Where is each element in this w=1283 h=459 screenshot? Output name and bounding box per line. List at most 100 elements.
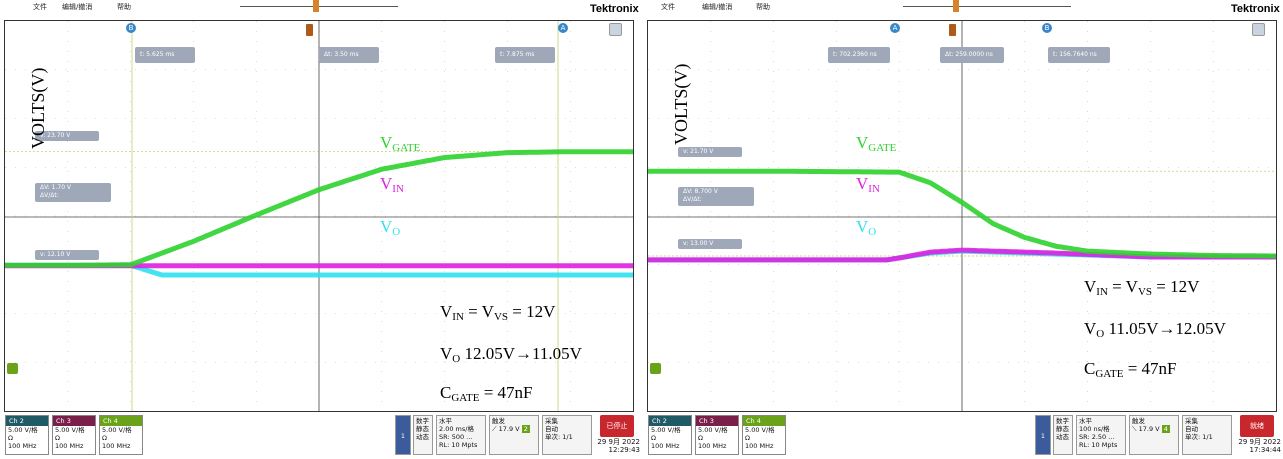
datetime: 29 9月 2022 12:29:43 (596, 438, 640, 454)
timebase-ruler (240, 6, 398, 7)
vin-label-main: V (380, 174, 393, 193)
status-bar: Ch 2 5.00 V/格 Ω 100 MHz Ch 3 5.00 V/格 Ω … (643, 412, 1283, 459)
ref-marker-icon[interactable] (1252, 23, 1265, 36)
readout-dv-value: ΔV: 8.700 V (683, 188, 718, 195)
side-tab[interactable]: 1 (1035, 415, 1051, 455)
waveform-screen: A B t: 702.2360 ns Δt: 259.0000 ns t: 15… (647, 20, 1277, 412)
mode-3: 动态 (416, 433, 429, 441)
vin-trace-label: VIN (856, 175, 880, 198)
channel-2-ground-marker[interactable] (650, 363, 661, 374)
menu-bar: 文件 编辑/撤消 帮助 (643, 0, 1283, 14)
channel-3-box[interactable]: Ch 3 5.00 V/格 Ω 100 MHz (52, 415, 96, 455)
readout-t2: t: 7.875 ms (495, 47, 555, 63)
side-tab[interactable]: 1 (395, 415, 411, 455)
annotation-vo-step: VO 12.05V→11.05V (440, 344, 582, 365)
channel-2-bw: 100 MHz (8, 442, 37, 450)
horizontal-sr: SR: 2.50 ... (1079, 433, 1115, 441)
trigger-level: 17.9 V (1138, 425, 1160, 433)
horizontal-scale: 2.00 ms/格 (439, 425, 474, 433)
trigger-slope-icon: ⟍ (1132, 425, 1139, 433)
ann2-b: 11.05V→12.05V (1104, 319, 1226, 338)
ann2-a: V (1084, 319, 1097, 338)
annotation-vin-vvs: VIN = VVS = 12V (440, 302, 555, 323)
run-stop-button[interactable]: 已停止 (600, 415, 634, 437)
mode-3: 动态 (1056, 433, 1069, 441)
menu-edit[interactable]: 编辑/撤消 (702, 3, 733, 11)
horizontal-scale: 100 ns/格 (1079, 425, 1110, 433)
side-tab-num: 1 (1040, 432, 1046, 440)
readout-dv-value: ΔV: 1.70 V (40, 184, 72, 191)
channel-4-head: Ch 4 (743, 416, 785, 426)
menu-edit[interactable]: 编辑/撤消 (62, 3, 93, 11)
vgate-label-sub: GATE (868, 142, 897, 154)
readout-v2: v: 13.00 V (678, 239, 742, 249)
horizontal-box[interactable]: 水平 2.00 ms/格 SR: 500 ... RL: 10 Mpts (436, 415, 486, 455)
vin-label-main: V (856, 174, 869, 193)
vo-label-sub: O (868, 226, 877, 238)
horizontal-box[interactable]: 水平 100 ns/格 SR: 2.50 ... RL: 10 Mpts (1076, 415, 1126, 455)
trigger-marker[interactable] (949, 24, 956, 36)
acquisition-box[interactable]: 采集 自动 单次: 1/1 (542, 415, 592, 455)
ann1-b: = V (1107, 277, 1138, 296)
channel-2-box[interactable]: Ch 2 5.00 V/格 Ω 100 MHz (648, 415, 692, 455)
channel-2-head: Ch 2 (649, 416, 691, 426)
channel-4-bw: 100 MHz (745, 442, 774, 450)
trigger-box[interactable]: 触发 ⟍ 17.9 V 4 (1129, 415, 1179, 455)
cursor-b-marker[interactable]: B (1042, 23, 1052, 33)
trigger-level: 17.9 V (498, 425, 520, 433)
trigger-slope-icon: ⟋ (492, 425, 499, 433)
trigger-box[interactable]: 触发 ⟋ 17.9 V 2 (489, 415, 539, 455)
mode-box[interactable]: 数字 静态 动态 (1053, 415, 1073, 455)
channel-2-ground-marker[interactable] (7, 363, 18, 374)
cursor-a-marker[interactable]: A (558, 23, 568, 33)
trigger-row: ⟍ 17.9 V 4 (1132, 425, 1176, 433)
channel-2-head: Ch 2 (6, 416, 48, 426)
vo-trace-label: VO (856, 218, 876, 241)
date-text: 29 9月 2022 (1238, 438, 1281, 446)
vo-label-sub: O (392, 226, 401, 238)
ref-marker-icon[interactable] (609, 23, 622, 36)
trigger-position-icon[interactable] (313, 0, 319, 12)
trigger-marker[interactable] (306, 24, 313, 36)
acq-mode: 自动 (1185, 425, 1198, 433)
acq-count: 单次: 1/1 (1185, 433, 1213, 441)
annotation-vo-step: VO 11.05V→12.05V (1084, 319, 1226, 340)
channel-3-box[interactable]: Ch 3 5.00 V/格 Ω 100 MHz (695, 415, 739, 455)
acq-title: 采集 (1185, 417, 1198, 425)
time-text: 17:34:44 (1249, 446, 1281, 454)
run-stop-button[interactable]: 就绪 (1240, 415, 1274, 437)
acq-mode: 自动 (545, 425, 558, 433)
ann1-a: V (440, 302, 453, 321)
readout-dv: ΔV: 8.700 V ΔV/Δt: (678, 187, 754, 206)
vgate-trace-label: VGATE (856, 134, 896, 157)
channel-4-box[interactable]: Ch 4 5.00 V/格 Ω 100 MHz (99, 415, 143, 455)
channel-2-scale: 5.00 V/格 (8, 426, 38, 434)
channel-4-box[interactable]: Ch 4 5.00 V/格 Ω 100 MHz (742, 415, 786, 455)
trigger-title: 触发 (1132, 417, 1145, 425)
trace-vgate (648, 168, 1276, 259)
trigger-position-icon[interactable] (953, 0, 959, 12)
mode-1: 数字 (1056, 417, 1069, 425)
ann3-b: = 47nF (479, 383, 533, 402)
cursor-b-marker[interactable]: B (126, 23, 136, 33)
menu-file[interactable]: 文件 (661, 3, 675, 11)
cursor-a-marker[interactable]: A (890, 23, 900, 33)
channel-2-box[interactable]: Ch 2 5.00 V/格 Ω 100 MHz (5, 415, 49, 455)
ann1-b-sub: VS (1137, 286, 1153, 298)
acquisition-box[interactable]: 采集 自动 单次: 1/1 (1182, 415, 1232, 455)
mode-box[interactable]: 数字 静态 动态 (413, 415, 433, 455)
trigger-title: 触发 (492, 417, 505, 425)
menu-file[interactable]: 文件 (33, 3, 47, 11)
annotation-cgate: CGATE = 47nF (440, 383, 533, 404)
ann1-b: = V (463, 302, 494, 321)
mode-2: 静态 (1056, 425, 1069, 433)
channel-2-coupling: Ω (8, 434, 13, 442)
date-text: 29 9月 2022 (597, 438, 640, 446)
readout-dv: ΔV: 1.70 V ΔV/Δt: (35, 183, 111, 202)
menu-help[interactable]: 帮助 (756, 3, 770, 11)
menu-help[interactable]: 帮助 (117, 3, 131, 11)
side-tab-num: 1 (400, 432, 406, 440)
vgate-trace-label: VGATE (380, 134, 420, 157)
vgate-label-main: V (380, 133, 393, 152)
ann3-a: C (1084, 359, 1096, 378)
